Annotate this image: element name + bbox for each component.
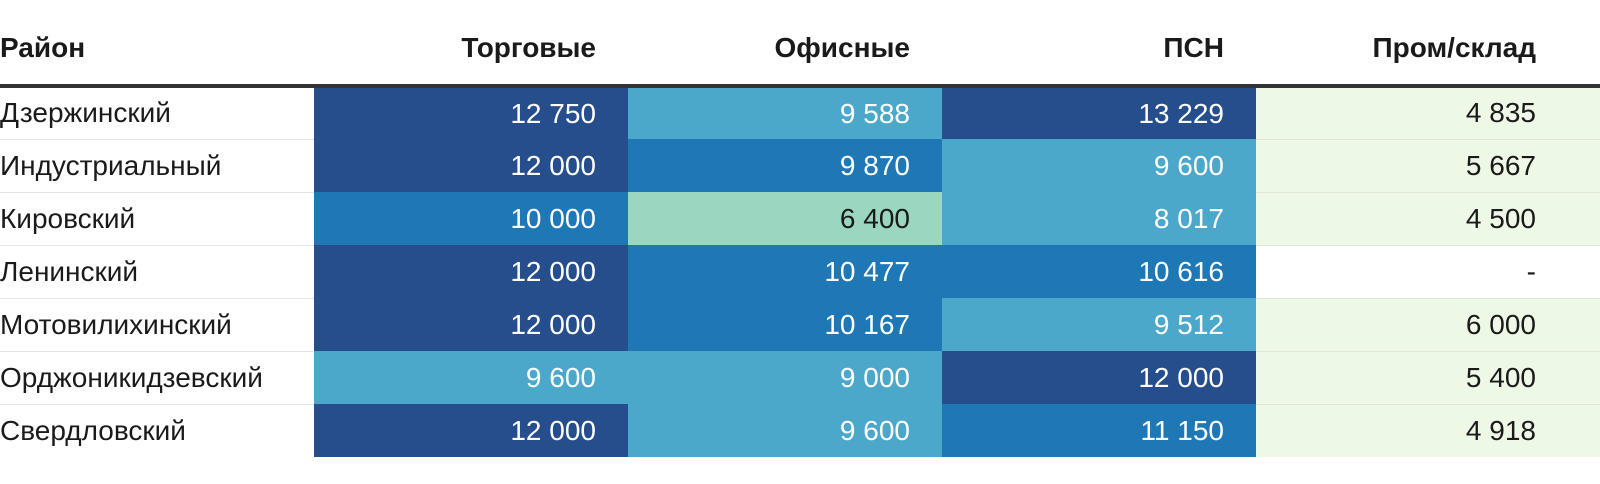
- table-row: Мотовилихинский 12 000 10 167 9 512 6 000: [0, 298, 1600, 352]
- value-cell: 12 000: [314, 139, 628, 192]
- value-cell: 12 000: [942, 351, 1256, 404]
- value-cell: -: [1256, 245, 1600, 299]
- column-header-industrial-warehouse[interactable]: Пром/склад: [1256, 0, 1600, 88]
- column-header-district[interactable]: Район: [0, 0, 314, 88]
- district-name-cell: Мотовилихинский: [0, 298, 314, 352]
- value-cell: 9 870: [628, 139, 942, 192]
- value-cell: 9 512: [942, 298, 1256, 351]
- district-name-cell: Ленинский: [0, 245, 314, 299]
- column-header-office[interactable]: Офисные: [628, 0, 942, 88]
- column-header-psn[interactable]: ПСН: [942, 0, 1256, 88]
- table-row: Кировский 10 000 6 400 8 017 4 500: [0, 192, 1600, 246]
- value-cell: 6 000: [1256, 298, 1600, 352]
- table-row: Дзержинский 12 750 9 588 13 229 4 835: [0, 86, 1600, 140]
- value-cell: 12 750: [314, 86, 628, 139]
- value-cell: 11 150: [942, 404, 1256, 457]
- column-header-retail[interactable]: Торговые: [314, 0, 628, 88]
- heatmap-table-container: Район Торговые Офисные ПСН Пром/склад Дз…: [0, 0, 1600, 457]
- value-cell: 13 229: [942, 86, 1256, 139]
- table-body: Дзержинский 12 750 9 588 13 229 4 835 Индустр…: [0, 86, 1600, 457]
- value-cell: 6 400: [628, 192, 942, 245]
- district-name-cell: Орджоникидзевский: [0, 351, 314, 405]
- table-header: Район Торговые Офисные ПСН Пром/склад: [0, 0, 1600, 88]
- value-cell: 12 000: [314, 298, 628, 351]
- heatmap-table: Район Торговые Офисные ПСН Пром/склад Дз…: [0, 0, 1600, 457]
- value-cell: 12 000: [314, 404, 628, 457]
- value-cell: 10 477: [628, 245, 942, 298]
- header-row: Район Торговые Офисные ПСН Пром/склад: [0, 0, 1600, 88]
- value-cell: 9 000: [628, 351, 942, 404]
- value-cell: 9 600: [628, 404, 942, 457]
- value-cell: 9 600: [314, 351, 628, 404]
- value-cell: 10 167: [628, 298, 942, 351]
- table-row: Ленинский 12 000 10 477 10 616-: [0, 245, 1600, 299]
- table-row: Индустриальный 12 000 9 870 9 600 5 667: [0, 139, 1600, 193]
- value-cell: 10 000: [314, 192, 628, 245]
- value-cell: 5 667: [1256, 139, 1600, 193]
- value-cell: 12 000: [314, 245, 628, 298]
- value-cell: 9 588: [628, 86, 942, 139]
- district-name-cell: Дзержинский: [0, 86, 314, 140]
- value-cell: 10 616: [942, 245, 1256, 298]
- value-cell: 9 600: [942, 139, 1256, 192]
- district-name-cell: Кировский: [0, 192, 314, 246]
- value-cell: 4 500: [1256, 192, 1600, 246]
- value-cell: 5 400: [1256, 351, 1600, 405]
- district-name-cell: Свердловский: [0, 414, 186, 446]
- district-name-cell: Индустриальный: [0, 139, 314, 193]
- table-row: Орджоникидзевский 9 600 9 000 12 000 5 400: [0, 351, 1600, 405]
- value-cell: 4 918: [1256, 404, 1600, 457]
- value-cell: 8 017: [942, 192, 1256, 245]
- value-cell: 4 835: [1256, 86, 1600, 140]
- table-row: Свердловский 12 000 9 600 11 150 4 918: [0, 404, 1600, 457]
